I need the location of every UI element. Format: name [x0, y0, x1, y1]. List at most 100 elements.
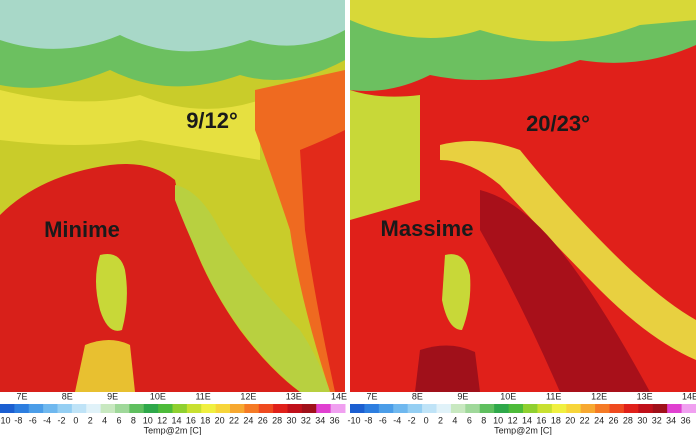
colorbar-label: 8: [131, 415, 136, 425]
colorbar-label: -6: [29, 415, 37, 425]
colorbar-label: 18: [551, 415, 561, 425]
longitude-label: 10E: [150, 391, 166, 401]
sardinia: [75, 340, 135, 392]
axis-strip: [0, 392, 345, 403]
longitude-label: 9E: [457, 391, 468, 401]
colorbar-label: 26: [258, 415, 268, 425]
colorbar-swatch: [244, 404, 260, 413]
colorbar-swatch: [172, 404, 188, 413]
colorbar-label: 34: [315, 415, 325, 425]
colorbar-swatch: [422, 404, 437, 413]
panel-label: Massime: [381, 216, 474, 241]
colorbar-label: 0: [73, 415, 78, 425]
colorbar-label: -10: [0, 415, 11, 425]
sea: [0, 164, 300, 392]
colorbar-label: 18: [200, 415, 210, 425]
colorbar-label: -2: [57, 415, 65, 425]
colorbar-swatch: [566, 404, 582, 413]
colorbar-swatch: [623, 404, 639, 413]
colorbar-label: 20: [565, 415, 575, 425]
colorbar-swatch: [115, 404, 130, 413]
colorbar-swatch: [316, 404, 332, 413]
colorbar-swatch: [523, 404, 538, 413]
range-label: 9/12°: [186, 108, 238, 133]
colorbar-swatch: [479, 404, 495, 413]
corsica: [96, 254, 127, 331]
colorbar-label: 10: [143, 415, 153, 425]
longitude-label: 8E: [62, 391, 73, 401]
colorbar-label: 6: [467, 415, 472, 425]
colorbar-swatch: [580, 404, 596, 413]
panel-label: Minime: [44, 217, 120, 242]
colorbar-label: 26: [608, 415, 618, 425]
map-left: 9/12° Minime: [0, 0, 345, 392]
colorbar-swatch: [273, 404, 288, 413]
axis-strip: [350, 392, 696, 403]
colorbar-swatch: [330, 404, 346, 413]
colorbar-label: 4: [452, 415, 457, 425]
colorbar-label: 24: [243, 415, 253, 425]
colorbar-swatch: [14, 404, 30, 413]
colorbar-swatch: [71, 404, 87, 413]
colorbar-swatch: [258, 404, 274, 413]
colorbar-swatch: [201, 404, 217, 413]
colorbar-label: 34: [666, 415, 676, 425]
longitude-label: 14E: [331, 391, 347, 401]
longitude-label: 11E: [195, 391, 210, 401]
adriatic-deep: [300, 130, 345, 392]
colorbar-swatch: [407, 404, 423, 413]
colorbar-title: Temp@2m [C]: [144, 425, 202, 435]
colorbar-label: 16: [186, 415, 196, 425]
colorbar-swatch: [43, 404, 58, 413]
colorbar-label: 32: [652, 415, 662, 425]
colorbar-swatch: [667, 404, 683, 413]
colorbar-label: 30: [286, 415, 296, 425]
plain-yellow: [0, 90, 260, 160]
colorbar-swatch: [57, 404, 73, 413]
colorbar-label: 12: [508, 415, 518, 425]
colorbar-swatch: [551, 404, 567, 413]
colorbar-swatch: [86, 404, 102, 413]
colorbar-label: 14: [171, 415, 181, 425]
colorbar-swatch: [508, 404, 524, 413]
colorbar-swatch: [129, 404, 145, 413]
separator: [345, 0, 350, 435]
colorbar-label: 22: [580, 415, 590, 425]
colorbar-label: -4: [393, 415, 401, 425]
colorbar-label: 16: [536, 415, 546, 425]
longitude-label: 13E: [637, 391, 653, 401]
colorbar-swatch: [450, 404, 466, 413]
colorbar-label: 28: [623, 415, 633, 425]
colorbar-swatch: [436, 404, 452, 413]
colorbar-swatch: [378, 404, 394, 413]
alps-green: [350, 20, 696, 91]
colorbar-swatch: [230, 404, 245, 413]
colorbar-label: 4: [102, 415, 107, 425]
colorbar-label: 36: [330, 415, 340, 425]
colorbar-swatch: [638, 404, 654, 413]
colorbar-label: 2: [88, 415, 93, 425]
range-label: 20/23°: [526, 111, 590, 136]
colorbar-label: 10: [493, 415, 503, 425]
colorbar-swatch: [287, 404, 303, 413]
colorbar-label: -10: [347, 415, 360, 425]
colorbar-swatch: [609, 404, 625, 413]
corsica: [442, 254, 471, 330]
colorbar-label: -8: [14, 415, 22, 425]
map-right: 20/23° Massime: [350, 0, 696, 392]
colorbar-label: 36: [681, 415, 691, 425]
longitude-label: 14E: [682, 391, 696, 401]
colorbar-swatch: [652, 404, 668, 413]
colorbar-label: 22: [229, 415, 239, 425]
colorbar-label: 2: [438, 415, 443, 425]
colorbar-swatch: [301, 404, 317, 413]
colorbar-swatch: [186, 404, 202, 413]
longitude-label: 10E: [500, 391, 516, 401]
colorbar-swatch: [393, 404, 409, 413]
colorbar-label: 32: [301, 415, 311, 425]
colorbar-label: 6: [116, 415, 121, 425]
colorbar-label: 8: [481, 415, 486, 425]
colorbar-label: 0: [424, 415, 429, 425]
longitude-label: 11E: [546, 391, 561, 401]
colorbar-label: -4: [43, 415, 51, 425]
